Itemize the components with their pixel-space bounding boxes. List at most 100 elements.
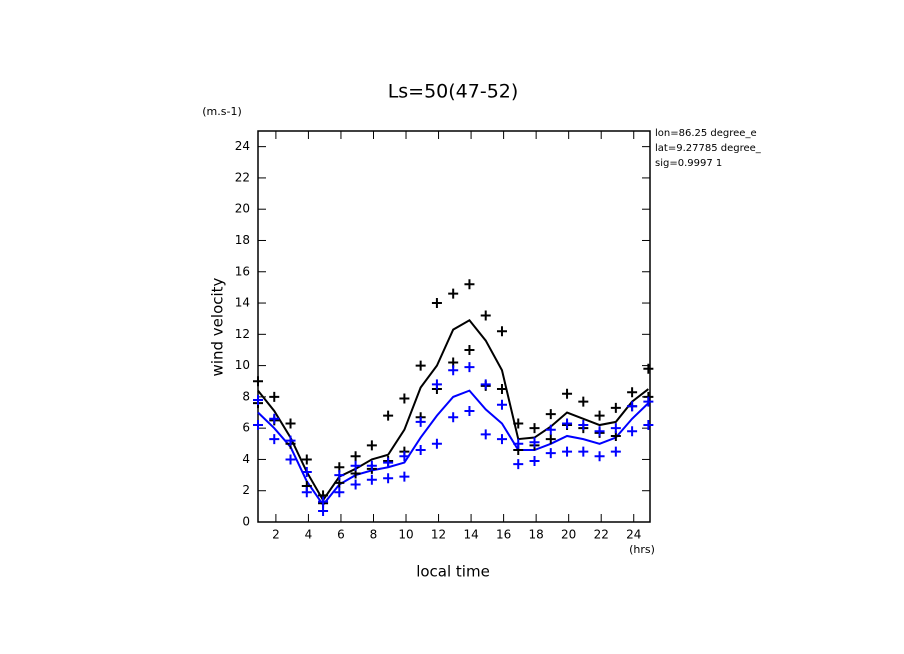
plus-marker	[578, 396, 589, 407]
plus-marker	[350, 479, 361, 490]
x-tick-label: 12	[431, 528, 446, 542]
plus-marker	[610, 402, 621, 413]
plus-marker	[383, 457, 394, 468]
x-tick-label: 8	[370, 528, 378, 542]
plus-marker	[513, 438, 524, 449]
plus-marker	[448, 412, 459, 423]
plus-marker	[496, 326, 507, 337]
y-tick-label: 14	[235, 296, 250, 310]
plus-marker	[269, 413, 280, 424]
plus-marker	[399, 451, 410, 462]
plus-marker	[529, 456, 540, 467]
plus-marker	[318, 506, 329, 517]
plus-marker	[627, 401, 638, 412]
plus-marker	[464, 279, 475, 290]
plus-marker	[334, 487, 345, 498]
y-tick-label: 8	[242, 389, 250, 403]
x-tick-label: 4	[305, 528, 313, 542]
plus-marker	[545, 448, 556, 459]
plus-marker	[269, 391, 280, 402]
plus-marker	[253, 395, 263, 406]
chart-title: Ls=50(47-52)	[388, 81, 519, 103]
plus-marker	[496, 399, 507, 410]
y-tick-label: 24	[235, 139, 250, 153]
plus-marker	[301, 487, 312, 498]
x-tick-label: 20	[561, 528, 576, 542]
y-tick-label: 2	[242, 483, 250, 497]
plus-marker	[448, 365, 459, 376]
annotation: lat=9.27785 degree_	[655, 143, 762, 154]
plus-marker	[480, 379, 491, 390]
y-tick-label: 4	[242, 452, 250, 466]
y-tick-label: 0	[242, 515, 250, 529]
plus-marker	[496, 384, 507, 395]
y-tick-label: 12	[235, 327, 250, 341]
y-unit: (m.s-1)	[202, 105, 242, 118]
x-tick-label: 16	[496, 528, 511, 542]
plus-marker	[334, 470, 345, 481]
plus-marker	[366, 440, 377, 451]
plus-marker	[627, 387, 638, 398]
plus-marker	[448, 288, 459, 299]
plus-marker	[464, 344, 475, 355]
y-tick-label: 16	[235, 264, 250, 278]
plus-marker	[513, 459, 524, 470]
x-axis-label: local time	[416, 563, 490, 581]
y-tick-label: 6	[242, 421, 250, 435]
annotation: lon=86.25 degree_e	[655, 128, 757, 139]
plus-marker	[269, 434, 280, 445]
plus-marker	[545, 434, 556, 445]
annotation: sig=0.9997 1	[655, 158, 722, 169]
plus-marker	[643, 420, 654, 431]
plus-marker	[285, 418, 296, 429]
plus-marker	[415, 416, 426, 427]
plus-marker	[529, 437, 540, 448]
plus-marker	[594, 426, 605, 437]
plus-marker	[415, 445, 426, 456]
plus-marker	[383, 410, 394, 421]
plus-marker	[627, 426, 638, 437]
plus-marker	[431, 298, 442, 309]
y-tick-label: 18	[235, 233, 250, 247]
plus-marker	[399, 393, 410, 404]
plus-marker	[480, 310, 491, 321]
plus-marker	[350, 451, 361, 462]
x-tick-label: 14	[463, 528, 478, 542]
plus-marker	[496, 434, 507, 445]
plus-marker	[366, 460, 377, 471]
plus-marker	[350, 460, 361, 471]
plus-marker	[578, 420, 589, 431]
plus-marker	[562, 446, 573, 457]
y-tick-label: 22	[235, 170, 250, 184]
plus-marker	[610, 446, 621, 457]
plus-marker	[399, 471, 410, 482]
plus-marker	[480, 429, 491, 440]
plus-marker	[366, 474, 377, 485]
plus-marker	[383, 473, 394, 484]
plus-marker	[643, 396, 654, 407]
plus-marker	[253, 420, 263, 431]
x-unit: (hrs)	[629, 543, 655, 556]
plus-marker	[529, 423, 540, 434]
series-line	[257, 318, 649, 502]
plus-marker	[562, 388, 573, 399]
plot-frame	[257, 130, 651, 523]
plus-marker	[285, 435, 296, 446]
y-tick-label: 10	[235, 358, 250, 372]
plus-marker	[594, 451, 605, 462]
x-tick-label: 22	[594, 528, 609, 542]
plus-marker	[464, 362, 475, 373]
plus-marker	[545, 424, 556, 435]
plus-marker	[464, 405, 475, 416]
plus-marker	[301, 454, 312, 465]
plus-marker	[594, 410, 605, 421]
plus-marker	[545, 409, 556, 420]
plus-marker	[610, 423, 621, 434]
y-axis-label: wind velocity	[209, 277, 227, 376]
y-tick-label: 20	[235, 202, 250, 216]
plus-marker	[562, 418, 573, 429]
x-tick-label: 2	[272, 528, 280, 542]
plus-marker	[285, 454, 296, 465]
plus-marker	[318, 496, 329, 507]
